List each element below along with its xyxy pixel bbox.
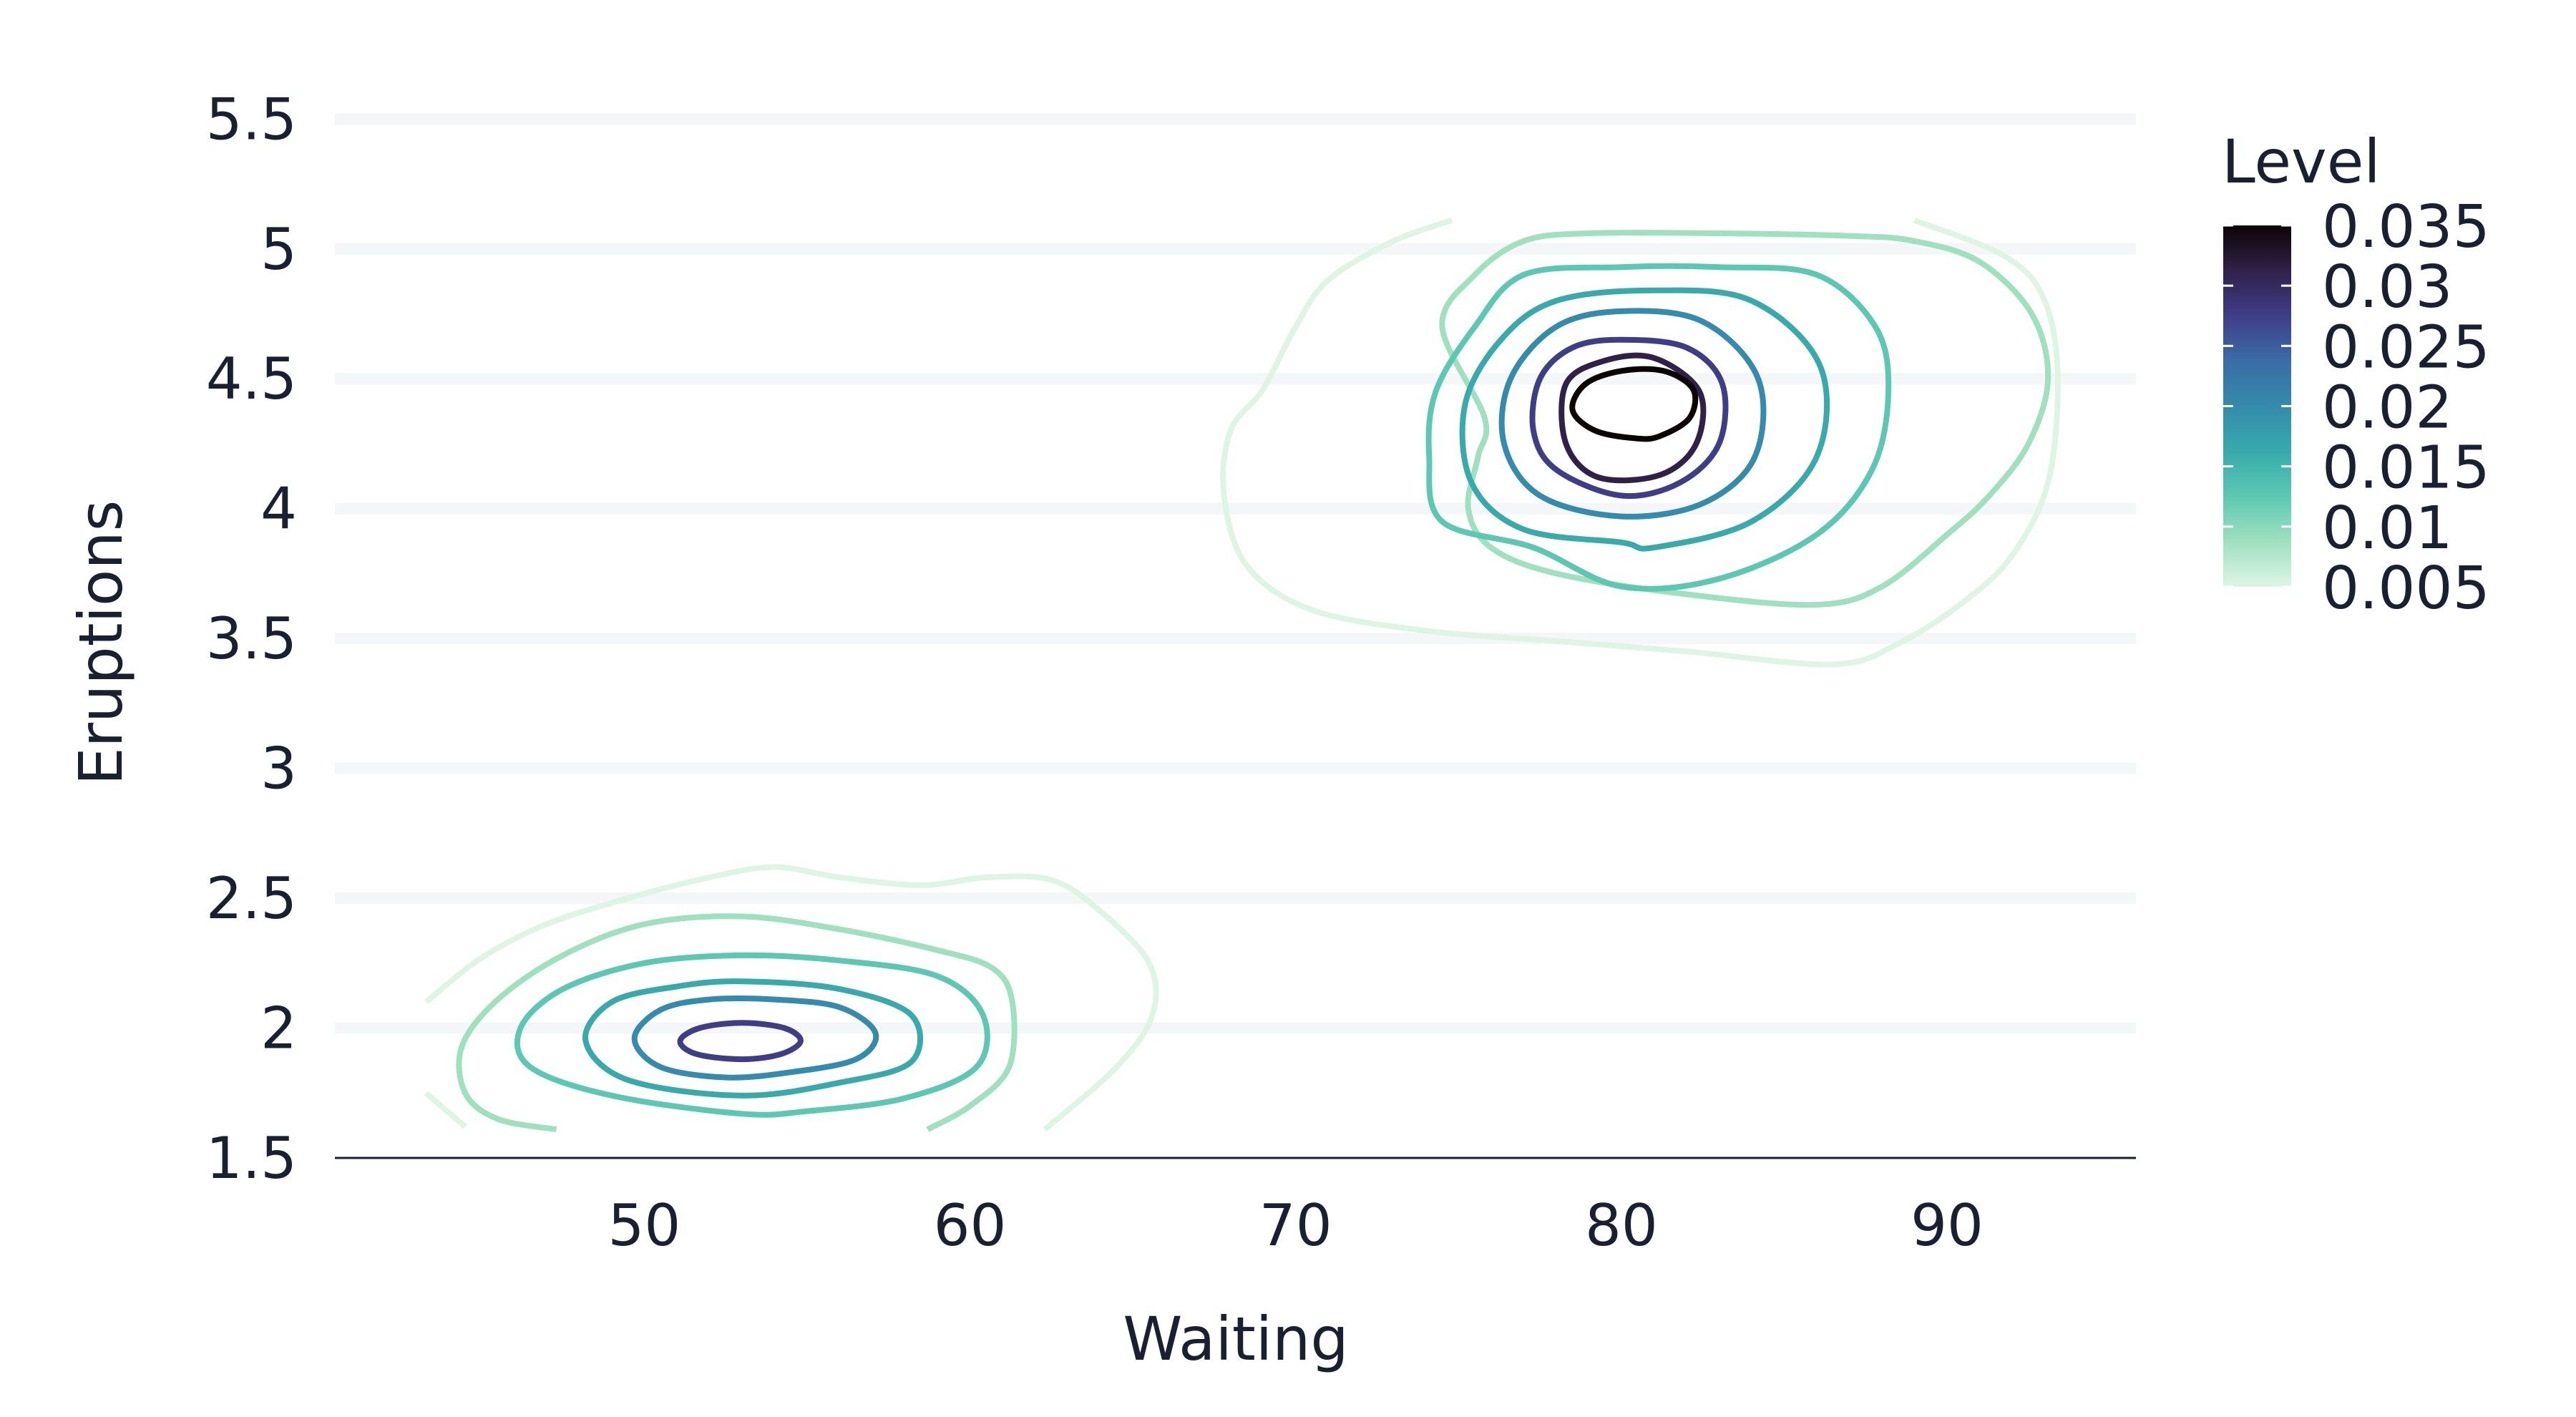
y-tick-label: 3 — [260, 736, 297, 802]
y-tick-label: 2.5 — [206, 865, 297, 932]
y-tick-label: 1.5 — [206, 1125, 297, 1192]
legend-tick-label: 0.01 — [2322, 495, 2453, 563]
contour-line — [677, 1020, 804, 1063]
legend-tick-label: 0.025 — [2322, 313, 2490, 381]
x-tick-label: 90 — [1911, 1192, 1984, 1259]
legend-tick-label: 0.015 — [2322, 434, 2490, 502]
contour-line — [424, 1091, 467, 1129]
contour-lines — [424, 218, 2061, 1133]
legend-tick-label: 0.005 — [2322, 555, 2490, 623]
y-tick-label: 4.5 — [206, 346, 297, 412]
y-axis-ticks: 1.5 2 2.5 3 3.5 4 4.5 5 5.5 — [206, 86, 297, 1192]
x-axis-title: Waiting — [1123, 1304, 1348, 1374]
contour-line — [1558, 352, 1707, 484]
y-tick-label: 3.5 — [206, 605, 297, 672]
contour-line — [582, 978, 923, 1099]
y-gridlines — [335, 113, 2136, 1034]
x-tick-label: 70 — [1259, 1192, 1332, 1259]
x-tick-label: 50 — [608, 1192, 680, 1259]
x-tick-label: 60 — [934, 1192, 1007, 1259]
legend-colorbar — [2223, 225, 2291, 587]
contour-line — [1220, 218, 2061, 668]
x-tick-label: 80 — [1585, 1192, 1658, 1259]
legend-tick-label: 0.02 — [2322, 374, 2453, 442]
y-tick-label: 4 — [260, 476, 297, 542]
contour-line — [1569, 366, 1699, 442]
y-tick-label: 5 — [260, 216, 297, 283]
contour-line — [1498, 308, 1767, 520]
legend-tick-label: 0.035 — [2322, 193, 2490, 261]
y-axis-title: Eruptions — [66, 500, 136, 786]
legend-title: Level — [2222, 127, 2381, 197]
contour-line — [424, 864, 1159, 1132]
contour-line — [1459, 287, 1830, 552]
x-axis-ticks: 50 60 70 80 90 — [608, 1192, 1983, 1259]
contour-line — [456, 913, 1018, 1133]
contour-line — [1425, 263, 1892, 592]
contour-line — [514, 952, 990, 1118]
y-tick-label: 2 — [260, 995, 297, 1062]
contour-line — [631, 995, 879, 1081]
legend-tick-label: 0.03 — [2322, 253, 2453, 321]
y-tick-label: 5.5 — [206, 86, 297, 152]
contour-line — [1529, 336, 1729, 500]
